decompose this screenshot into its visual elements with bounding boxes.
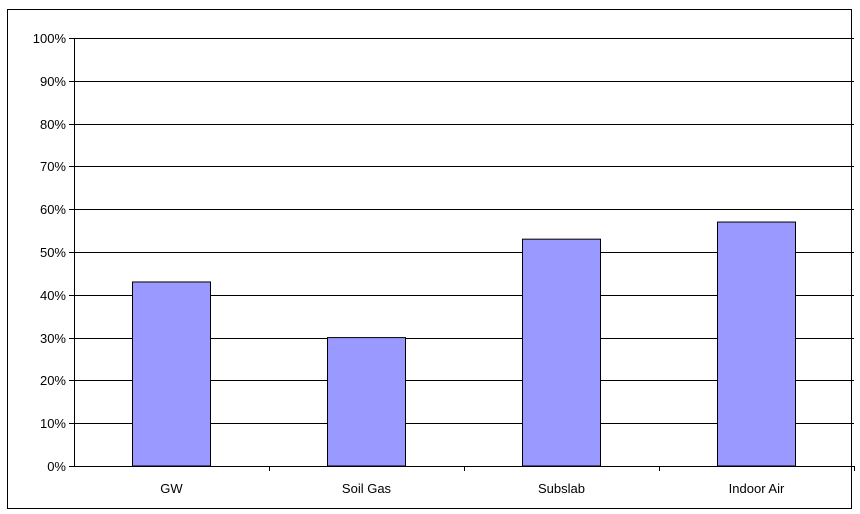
y-tick-label: 80%	[40, 117, 66, 132]
bar-indoor-air	[718, 222, 796, 466]
x-tick-labels: GW Soil Gas Subslab Indoor Air	[160, 481, 785, 496]
y-tick-label: 50%	[40, 245, 66, 260]
y-tick-label: 100%	[33, 31, 67, 46]
x-tick-label: GW	[160, 481, 183, 496]
y-tick-label: 40%	[40, 288, 66, 303]
bar-soil-gas	[328, 338, 406, 466]
bar-gw	[133, 282, 211, 466]
bar-subslab	[523, 239, 601, 466]
y-tick-label: 20%	[40, 373, 66, 388]
bars	[133, 222, 796, 466]
x-tick-label: Indoor Air	[729, 481, 785, 496]
y-tick-label: 30%	[40, 331, 66, 346]
y-tick-label: 60%	[40, 202, 66, 217]
y-tick-labels: 0% 10% 20% 30% 40% 50% 60% 70% 80% 90% 100%	[33, 31, 67, 474]
y-tick-label: 10%	[40, 416, 66, 431]
y-tick-label: 0%	[47, 459, 66, 474]
y-tick-label: 90%	[40, 74, 66, 89]
x-tick-label: Soil Gas	[342, 481, 392, 496]
y-tick-label: 70%	[40, 159, 66, 174]
x-tick-label: Subslab	[538, 481, 585, 496]
